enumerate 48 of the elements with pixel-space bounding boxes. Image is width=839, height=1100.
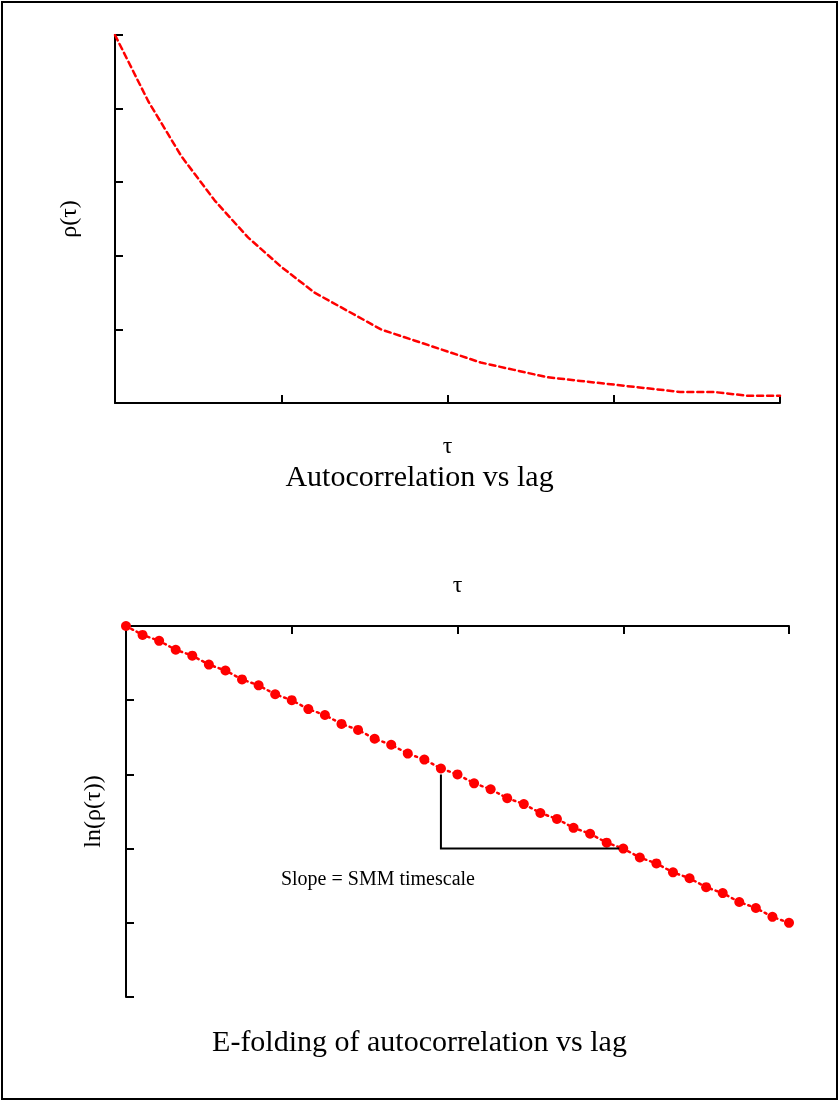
point — [750, 902, 761, 913]
point — [634, 852, 645, 863]
point — [469, 778, 480, 789]
point — [502, 793, 513, 804]
point — [369, 733, 380, 744]
point — [187, 650, 198, 661]
point — [717, 888, 728, 899]
point — [353, 724, 364, 735]
point — [137, 629, 148, 640]
point — [568, 822, 579, 833]
point — [154, 635, 165, 646]
point — [784, 917, 794, 928]
x-axis-title: τ — [452, 571, 463, 597]
annotation: Slope = SMM timescale — [280, 866, 475, 890]
point — [336, 718, 347, 729]
point — [684, 873, 695, 884]
point — [535, 807, 546, 818]
y-axis-title: ρ(τ) — [55, 200, 81, 238]
point — [402, 748, 413, 759]
point — [485, 784, 496, 795]
point — [767, 911, 778, 922]
point — [121, 621, 131, 631]
point — [435, 763, 446, 774]
point — [220, 665, 231, 676]
point — [203, 659, 214, 670]
point — [253, 680, 264, 691]
point — [386, 739, 397, 750]
point — [551, 813, 562, 824]
point — [452, 769, 463, 780]
point — [237, 674, 248, 685]
point — [419, 754, 430, 765]
point — [270, 689, 281, 700]
point — [601, 837, 612, 848]
point — [651, 858, 662, 869]
point — [286, 695, 297, 706]
point — [518, 799, 529, 810]
point — [585, 828, 596, 839]
point — [319, 710, 330, 721]
point — [734, 897, 745, 908]
point — [701, 882, 712, 893]
text: Autocorrelation vs lag — [285, 458, 554, 492]
point — [667, 867, 678, 878]
point — [303, 704, 314, 715]
text: E-folding of autocorrelation vs lag — [212, 1023, 627, 1057]
x-axis-title: τ — [442, 432, 453, 458]
point — [618, 843, 629, 854]
y-axis-title: ln(ρ(τ)) — [79, 775, 105, 848]
point — [170, 644, 181, 655]
